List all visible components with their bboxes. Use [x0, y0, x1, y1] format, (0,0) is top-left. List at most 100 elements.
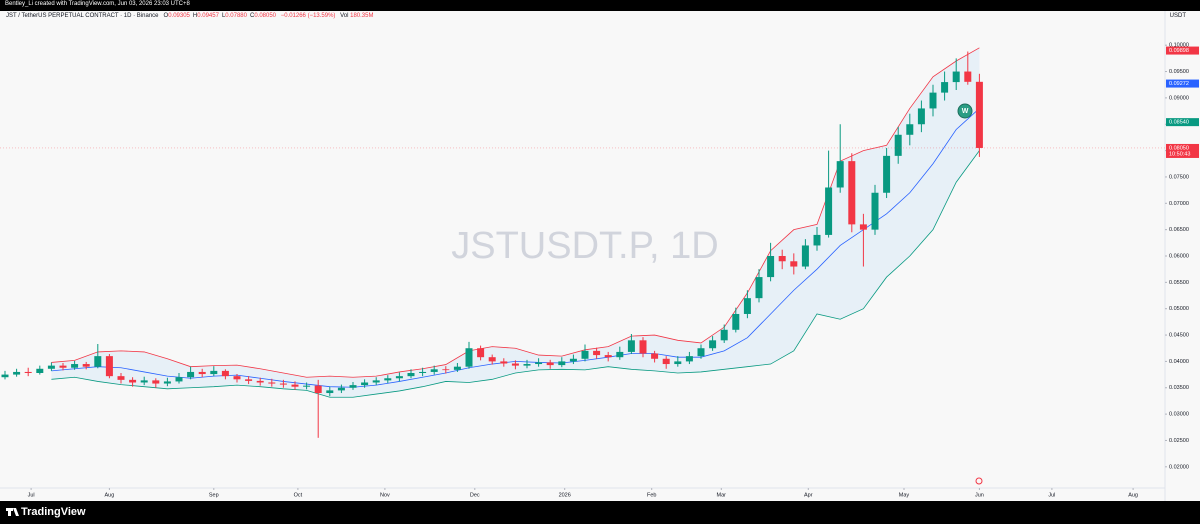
y-tick-label: 0.10000: [1169, 43, 1189, 49]
x-tick-label: Jul: [1048, 492, 1055, 498]
candle-body: [535, 362, 543, 365]
y-tick-label: 0.09500: [1169, 69, 1189, 75]
y-tick-label: 0.07000: [1169, 201, 1189, 207]
ohlc-value: 0.08050: [254, 13, 277, 19]
badge: W: [962, 108, 969, 115]
candle-body: [523, 364, 531, 366]
candle-body: [964, 71, 972, 82]
candle-body: [697, 348, 705, 357]
ohlc-value: 0.09305: [168, 13, 190, 19]
candle-body: [674, 361, 682, 365]
band-upper: [51, 47, 980, 378]
y-tick-label: 0.09000: [1169, 95, 1189, 101]
candle-body: [314, 385, 322, 394]
candle-body: [47, 365, 55, 369]
ohlc-key: H: [192, 13, 198, 19]
x-tick-label: May: [899, 492, 910, 498]
candle-body: [395, 376, 403, 379]
candle-body: [129, 379, 137, 383]
candle-body: [59, 365, 67, 368]
ohlc: O0.09305 H0.09457 L0.07880 C0.08050: [164, 13, 280, 19]
candle-body: [662, 358, 670, 365]
candle-body: [245, 379, 253, 381]
candle-body: [94, 356, 102, 367]
ohlc-key: L: [221, 13, 226, 19]
candle-body: [175, 377, 183, 382]
x-tick-label: Jun: [975, 492, 984, 498]
candle-body: [419, 371, 427, 373]
x-tick-label: Nov: [380, 492, 390, 498]
price-label: 0.08540: [1169, 120, 1189, 126]
candle-body: [71, 364, 79, 368]
event-icon: [975, 477, 983, 485]
candle-body: [384, 378, 392, 381]
x-tick-label: Aug: [1128, 492, 1138, 498]
candle-body: [801, 245, 809, 267]
watermark: JSTUSDT.P, 1D: [451, 225, 718, 267]
candle-body: [303, 385, 311, 387]
candle-body: [859, 224, 867, 230]
candle-body: [790, 261, 798, 267]
candle-body: [187, 371, 195, 378]
candle-body: [13, 371, 21, 375]
price-label-box: [1166, 118, 1199, 127]
band-lower: [51, 150, 980, 398]
candle-body: [465, 348, 473, 367]
candle-body: [685, 356, 693, 362]
candle-body: [581, 350, 589, 359]
candle-body: [500, 361, 508, 364]
change: −0.01266 (−13.59%): [280, 13, 336, 19]
candle-body: [639, 340, 647, 354]
candle-body: [755, 277, 763, 299]
candle-body: [929, 92, 937, 109]
candle-body: [848, 161, 856, 225]
candle-body: [917, 108, 925, 125]
candle-body: [291, 384, 299, 387]
candle-body: [569, 358, 577, 362]
candle-body: [546, 362, 554, 366]
candle-body: [210, 370, 218, 375]
candle-body: [952, 71, 960, 83]
candle-body: [975, 81, 983, 148]
candle-body: [442, 369, 450, 371]
candle-body: [651, 353, 659, 359]
candle-body: [593, 350, 601, 356]
candle-body: [627, 340, 635, 352]
y-tick-label: 0.04500: [1169, 333, 1189, 339]
candle-body: [337, 387, 345, 391]
currency: USDT: [1169, 13, 1186, 19]
candle-body: [140, 380, 148, 383]
ohlc-key: O: [163, 13, 169, 19]
candle-body: [163, 381, 171, 384]
ohlc-value: 0.07880: [225, 13, 247, 19]
candle-body: [511, 363, 519, 366]
x-tick-label: Apr: [804, 492, 813, 498]
x-tick-label: Jul: [28, 492, 35, 498]
ohlc-key: C: [249, 13, 255, 19]
x-tick-label: 2026: [559, 492, 571, 498]
candle-body: [453, 366, 461, 370]
volume-key: Vol: [340, 13, 349, 19]
x-tick-label: Mar: [717, 492, 727, 498]
candle-body: [233, 376, 241, 380]
price-label-box: [1166, 143, 1199, 158]
candle-body: [326, 390, 334, 394]
y-tick-label: 0.06500: [1169, 227, 1189, 233]
candle-body: [836, 161, 844, 188]
candle-body: [488, 357, 496, 362]
chart-background: [0, 11, 1200, 501]
price-countdown: 10:50:43: [1169, 151, 1190, 157]
price-label-box: [1166, 79, 1199, 88]
candle-body: [349, 385, 357, 388]
y-tick-label: 0.03500: [1169, 385, 1189, 391]
x-tick-label: Dec: [470, 492, 480, 498]
y-tick-label: 0.05500: [1169, 280, 1189, 286]
candle-body: [778, 256, 786, 262]
candle-body: [558, 361, 566, 366]
candle-body: [616, 351, 624, 358]
candle-body: [477, 348, 485, 358]
candle-body: [82, 364, 90, 367]
candle-body: [813, 234, 821, 246]
candle-body: [732, 313, 740, 330]
